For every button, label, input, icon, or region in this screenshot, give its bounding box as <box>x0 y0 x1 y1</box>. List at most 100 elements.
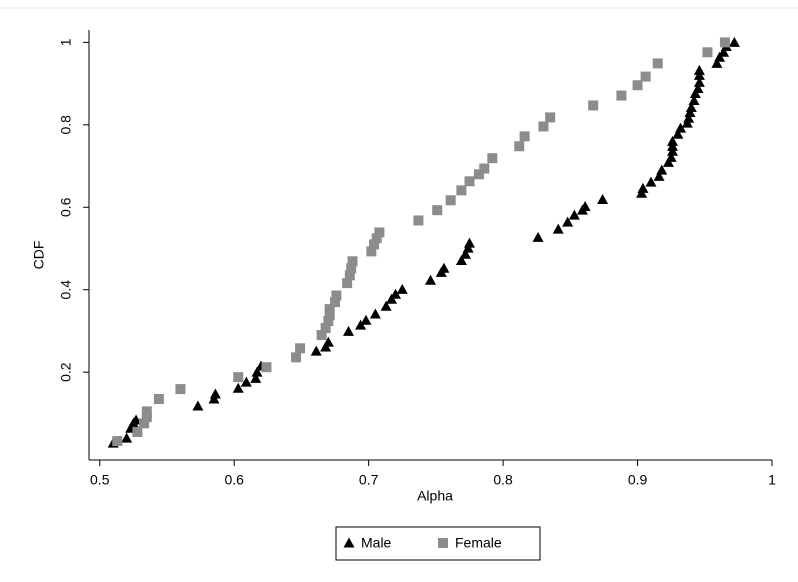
point <box>413 215 424 226</box>
point <box>380 300 392 311</box>
point <box>374 227 385 238</box>
point <box>324 304 335 315</box>
y-tick-label: 0.2 <box>58 362 74 382</box>
point <box>360 314 372 325</box>
point <box>425 274 436 285</box>
point <box>464 176 475 187</box>
point <box>346 263 357 274</box>
point <box>718 46 730 57</box>
point <box>291 352 302 363</box>
point <box>121 432 133 443</box>
point <box>233 372 244 383</box>
point <box>683 112 695 123</box>
point <box>396 283 408 294</box>
point <box>719 37 730 48</box>
y-tick-label: 0.4 <box>58 280 74 300</box>
point <box>538 121 549 132</box>
point <box>310 345 322 356</box>
point <box>685 102 697 113</box>
point <box>141 412 152 423</box>
point <box>342 325 354 336</box>
point <box>728 36 740 47</box>
point <box>588 100 599 111</box>
point <box>324 310 335 321</box>
point <box>322 336 334 347</box>
x-tick-label: 1 <box>768 472 776 488</box>
point <box>653 170 665 181</box>
point <box>693 76 705 87</box>
point <box>479 163 490 174</box>
point <box>209 388 221 399</box>
point <box>130 414 142 425</box>
point <box>251 366 263 377</box>
point <box>153 393 164 404</box>
legend-box <box>335 526 541 561</box>
legend-label: Female <box>455 535 502 551</box>
x-tick-label: 0.5 <box>90 472 110 488</box>
point <box>463 237 475 248</box>
point <box>445 195 456 206</box>
point <box>693 64 705 75</box>
point <box>640 71 651 82</box>
point <box>342 278 353 289</box>
y-axis-label: CDF <box>31 241 47 270</box>
point <box>132 426 143 437</box>
legend-marker <box>343 537 355 548</box>
point <box>455 254 467 265</box>
point <box>295 343 306 354</box>
point <box>320 323 331 334</box>
point <box>637 182 649 193</box>
point <box>711 57 723 68</box>
point <box>240 376 252 387</box>
point <box>331 290 342 301</box>
point <box>675 122 687 133</box>
point <box>366 246 377 257</box>
point <box>192 400 204 411</box>
point <box>656 164 668 175</box>
point <box>632 80 643 91</box>
point <box>645 176 657 187</box>
point <box>344 270 355 281</box>
point <box>371 233 382 244</box>
point <box>652 58 663 69</box>
point <box>667 135 679 146</box>
point <box>487 153 498 164</box>
point <box>562 216 574 227</box>
point <box>390 288 402 299</box>
point <box>665 151 677 162</box>
point <box>261 362 272 373</box>
point <box>459 248 471 259</box>
point <box>456 185 467 196</box>
point <box>330 297 341 308</box>
point <box>369 308 381 319</box>
point <box>597 193 609 204</box>
point <box>519 131 530 142</box>
y-tick-label: 0.8 <box>58 115 74 135</box>
x-tick-label: 0.8 <box>493 472 513 488</box>
legend-marker <box>438 538 448 548</box>
x-tick-label: 0.9 <box>628 472 648 488</box>
point <box>672 128 684 139</box>
point <box>688 94 700 105</box>
point <box>369 239 380 250</box>
point <box>514 141 525 152</box>
point <box>702 47 713 58</box>
point <box>532 231 544 242</box>
point <box>175 384 186 395</box>
point <box>141 406 152 417</box>
point <box>552 223 564 234</box>
point <box>473 169 484 180</box>
y-tick-label: 0.6 <box>58 197 74 217</box>
point <box>545 112 556 123</box>
x-tick-label: 0.6 <box>224 472 244 488</box>
point <box>316 330 327 341</box>
point <box>438 262 450 273</box>
legend-label: Male <box>361 535 392 551</box>
point <box>616 90 627 101</box>
point <box>323 316 334 327</box>
point <box>432 205 443 216</box>
point <box>579 200 591 211</box>
x-axis-label: Alpha <box>417 488 453 504</box>
point <box>347 256 358 267</box>
